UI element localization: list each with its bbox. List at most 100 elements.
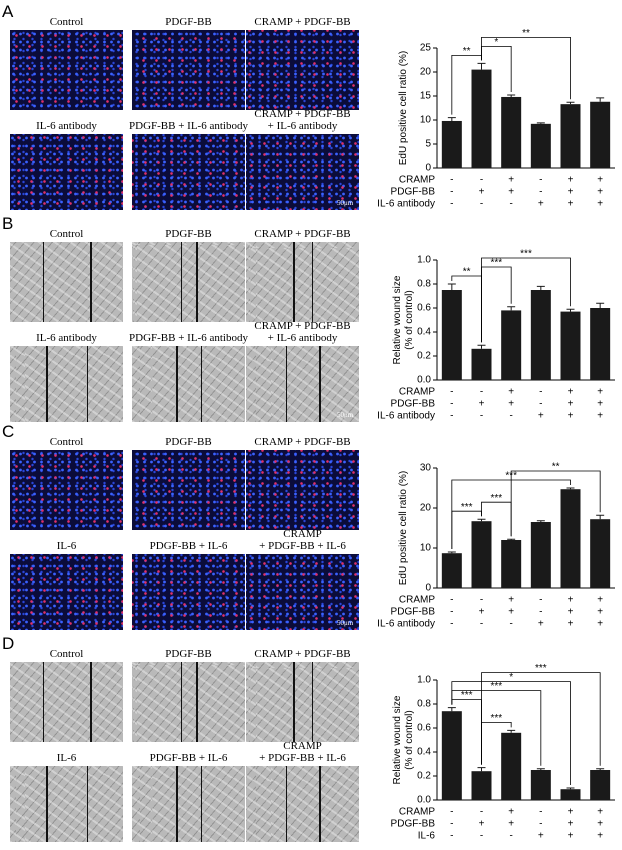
y-tick-label: 0.6: [417, 303, 431, 314]
panel-letter: C: [2, 422, 15, 441]
condition-mark: -: [450, 807, 453, 818]
wound-edge: [42, 242, 45, 322]
y-tick-label: 0.2: [417, 351, 431, 362]
bar: [530, 290, 551, 380]
significance-label: **: [552, 462, 560, 473]
bar: [441, 711, 462, 800]
bar: [501, 96, 522, 168]
y-tick-label: 0.2: [417, 771, 431, 782]
y-tick-label: 0.8: [417, 279, 431, 290]
scale-bar: 50μm: [337, 199, 354, 207]
condition-mark: +: [597, 607, 603, 618]
condition-mark: +: [568, 831, 574, 842]
condition-mark: +: [597, 199, 603, 210]
micrograph: [10, 554, 123, 630]
bar: [471, 348, 492, 380]
wound-edge: [90, 662, 92, 742]
condition-mark: -: [509, 411, 512, 422]
significance-label: ***: [490, 493, 502, 504]
error-bar: [596, 97, 605, 102]
micrograph: [10, 766, 123, 842]
condition-mark: -: [509, 831, 512, 842]
condition-mark: -: [450, 607, 453, 618]
micrograph: [10, 662, 123, 742]
micrograph: [246, 30, 359, 110]
wound-edge: [311, 662, 314, 742]
condition-mark: -: [480, 175, 483, 186]
y-axis-label: Relative wound size(% of control): [392, 275, 415, 364]
bar: [471, 771, 492, 800]
wound-edge: [176, 346, 178, 422]
bar: [590, 770, 611, 800]
micrograph: [246, 242, 359, 322]
micrograph: [10, 450, 123, 530]
condition-mark: -: [539, 399, 542, 410]
error-bar: [507, 94, 516, 97]
significance-label: *: [494, 37, 498, 48]
condition-mark: +: [508, 387, 514, 398]
condition-mark: +: [479, 187, 485, 198]
significance-label: **: [463, 46, 471, 57]
image-label: PDGF-BB + IL-6: [149, 752, 228, 764]
error-bar: [477, 767, 486, 772]
image-label: IL-6 antibody: [36, 120, 97, 132]
image-label: CRAMP + PDGF-BB: [254, 648, 351, 660]
condition-name: IL-6 antibody: [377, 619, 435, 630]
condition-mark: -: [450, 399, 453, 410]
condition-mark: +: [508, 175, 514, 186]
micrograph: [132, 450, 245, 530]
error-bar: [447, 117, 456, 121]
micrograph: [10, 134, 123, 210]
condition-mark: -: [480, 807, 483, 818]
bar: [501, 310, 522, 380]
y-tick-label: 1.0: [417, 255, 431, 266]
condition-mark: -: [480, 831, 483, 842]
condition-mark: +: [597, 187, 603, 198]
condition-name: CRAMP: [399, 175, 435, 186]
image-label: PDGF-BB: [165, 228, 212, 240]
condition-mark: +: [568, 399, 574, 410]
image-label: IL-6 antibody: [36, 332, 97, 344]
scale-bar: 50μm: [337, 411, 354, 419]
wound-edge: [319, 346, 321, 422]
y-tick-label: 10: [420, 115, 432, 126]
condition-mark: -: [450, 619, 453, 630]
wound-edge: [311, 242, 314, 322]
condition-mark: -: [450, 595, 453, 606]
error-bar: [596, 514, 605, 520]
image-label: CRAMP + PDGF-BB: [254, 436, 351, 448]
condition-mark: +: [568, 595, 574, 606]
error-bar: [447, 707, 456, 712]
y-tick-label: 10: [420, 543, 432, 554]
condition-mark: -: [539, 175, 542, 186]
condition-mark: +: [479, 819, 485, 830]
wound-edge: [196, 662, 198, 742]
wound-edge: [46, 346, 48, 422]
significance-label: **: [463, 267, 471, 278]
error-bar: [566, 787, 575, 790]
condition-name: IL-6 antibody: [377, 199, 435, 210]
wound-edge: [46, 766, 48, 842]
image-label: PDGF-BB + IL-6 antibody: [129, 332, 248, 344]
error-bar: [507, 729, 516, 733]
condition-mark: +: [508, 399, 514, 410]
error-bar: [507, 538, 516, 540]
y-tick-label: 20: [420, 503, 432, 514]
condition-mark: +: [538, 411, 544, 422]
micrograph: [132, 766, 245, 842]
bar: [530, 123, 551, 168]
condition-name: CRAMP: [399, 387, 435, 398]
condition-mark: -: [450, 187, 453, 198]
micrograph: [132, 242, 245, 322]
significance-label: ***: [535, 663, 547, 674]
bar: [560, 789, 581, 800]
condition-mark: +: [508, 807, 514, 818]
condition-mark: +: [508, 595, 514, 606]
image-label: CRAMP + PDGF-BB: [254, 228, 351, 240]
condition-mark: -: [450, 199, 453, 210]
wound-edge: [293, 242, 295, 322]
image-label: PDGF-BB + IL-6: [149, 540, 228, 552]
wound-edge: [90, 242, 92, 322]
bar: [560, 104, 581, 168]
condition-mark: -: [539, 387, 542, 398]
